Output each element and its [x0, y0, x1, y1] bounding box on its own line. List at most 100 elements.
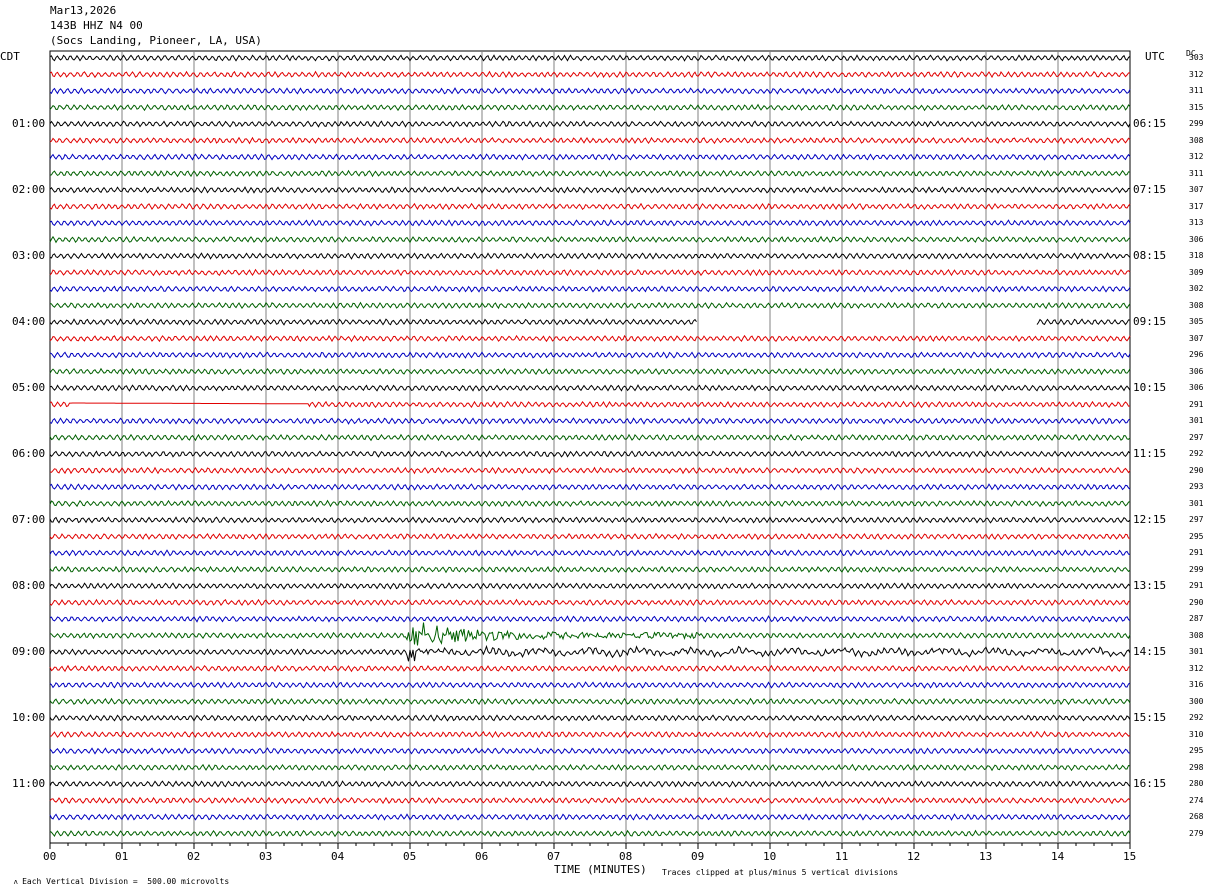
dc-offset-value: 307 — [1189, 333, 1204, 343]
trace-row — [49, 153, 1131, 161]
cdt-hour-label: 02:00 — [12, 183, 46, 196]
utc-hour-label: 14:15 — [1133, 645, 1167, 658]
dc-offset-value: 318 — [1189, 251, 1204, 260]
x-tick-label: 15 — [1123, 850, 1137, 863]
trace-row — [49, 268, 1131, 277]
trace-row — [49, 763, 1131, 772]
x-tick-label: 02 — [187, 850, 201, 863]
dc-offset-value: 306 — [1189, 383, 1204, 392]
trace-row — [49, 334, 1131, 343]
scale-icon: ʌ — [13, 878, 23, 886]
dc-offset-value: 317 — [1189, 201, 1204, 211]
dc-offset-value: 299 — [1189, 119, 1204, 128]
dc-offset-value: 312 — [1189, 663, 1204, 673]
trace-row — [49, 664, 1131, 673]
dc-offset-value: 305 — [1189, 317, 1204, 326]
dc-offset-value: 315 — [1189, 102, 1204, 112]
dc-offset-value: 312 — [1189, 152, 1204, 161]
utc-hour-label: 15:15 — [1133, 711, 1167, 724]
cdt-hour-label: 04:00 — [12, 315, 46, 328]
utc-hour-label: 06:15 — [1133, 117, 1167, 130]
cdt-hour-label: 10:00 — [12, 711, 46, 724]
trace-row — [49, 103, 1131, 112]
trace-row — [49, 318, 697, 326]
dc-offset-value: 303 — [1189, 53, 1204, 62]
trace-row — [49, 730, 1131, 739]
dc-offset-value: 295 — [1189, 531, 1204, 541]
x-tick-label: 08 — [619, 850, 633, 863]
trace-row — [49, 169, 1131, 178]
trace-row — [49, 186, 1131, 194]
trace-row — [1036, 318, 1131, 326]
trace-row — [49, 532, 1131, 541]
dc-offset-value: 295 — [1189, 746, 1204, 755]
dc-offset-value: 299 — [1189, 564, 1204, 574]
dc-offset-value: 306 — [1189, 234, 1204, 244]
dc-offset-value: 301 — [1189, 416, 1204, 425]
trace-row — [49, 499, 1131, 508]
dc-offset-value: 309 — [1189, 267, 1204, 277]
cdt-hour-label: 05:00 — [12, 381, 46, 394]
utc-hour-label: 09:15 — [1133, 315, 1167, 328]
trace-row — [49, 417, 1131, 425]
dc-offset-value: 300 — [1189, 696, 1204, 706]
trace-row — [49, 796, 1131, 805]
x-tick-label: 14 — [1051, 850, 1065, 863]
dc-offset-value: 291 — [1189, 399, 1204, 409]
cdt-axis-label: CDT — [0, 50, 20, 63]
x-tick-label: 07 — [547, 850, 561, 863]
utc-hour-label: 07:15 — [1133, 183, 1167, 196]
station-location: (Socs Landing, Pioneer, LA, USA) — [50, 34, 262, 47]
dc-offset-value: 280 — [1189, 779, 1204, 788]
trace-row — [49, 598, 1131, 607]
x-tick-label: 12 — [907, 850, 921, 863]
trace-row — [49, 54, 1131, 62]
dc-offset-value: 291 — [1189, 548, 1204, 557]
trace-row — [49, 400, 1131, 409]
trace-row — [49, 483, 1131, 491]
trace-row — [49, 644, 1131, 662]
dc-offset-value: 301 — [1189, 647, 1204, 656]
trace-row — [49, 565, 1131, 574]
dc-offset-value: 297 — [1189, 432, 1204, 442]
cdt-hour-label: 01:00 — [12, 117, 46, 130]
trace-row — [49, 120, 1131, 128]
trace-row — [49, 681, 1131, 689]
cdt-hour-label: 07:00 — [12, 513, 46, 526]
x-tick-label: 05 — [403, 850, 417, 863]
dc-offset-value: 308 — [1189, 300, 1204, 310]
dc-offset-value: 290 — [1189, 465, 1204, 475]
x-tick-label: 06 — [475, 850, 489, 863]
trace-row — [49, 384, 1131, 392]
trace-row — [49, 582, 1131, 590]
trace-row — [49, 615, 1131, 623]
utc-hour-label: 13:15 — [1133, 579, 1167, 592]
trace-row — [49, 829, 1131, 838]
trace-row — [49, 780, 1131, 788]
plot-date: Mar13,2026 — [50, 4, 117, 17]
trace-row — [49, 367, 1131, 376]
x-tick-label: 11 — [835, 850, 849, 863]
dc-label: DC — [1186, 49, 1196, 58]
dc-offset-value: 292 — [1189, 449, 1204, 458]
dc-offset-value: 297 — [1189, 515, 1204, 524]
cdt-hour-label: 11:00 — [12, 777, 46, 790]
dc-offset-value: 298 — [1189, 762, 1204, 772]
dc-offset-value: 312 — [1189, 69, 1204, 79]
dc-offset-value: 279 — [1189, 828, 1204, 838]
dc-offset-value: 308 — [1189, 630, 1204, 640]
dc-offset-value: 302 — [1189, 284, 1204, 293]
x-axis-label: TIME (MINUTES) — [554, 863, 647, 876]
trace-row — [49, 466, 1131, 475]
trace-row — [49, 351, 1131, 359]
trace-row — [49, 252, 1131, 260]
station-channel: 143B HHZ N4 00 — [50, 19, 143, 32]
dc-offset-value: 307 — [1189, 185, 1204, 194]
dc-offset-value: 313 — [1189, 218, 1204, 227]
trace-row — [49, 285, 1131, 293]
scale-note-text: Each Vertical Division = 500.00 microvol… — [22, 877, 230, 886]
clip-note: Traces clipped at plus/minus 5 vertical … — [662, 868, 899, 877]
dc-offset-value: 274 — [1189, 795, 1204, 805]
trace-row — [49, 549, 1131, 557]
